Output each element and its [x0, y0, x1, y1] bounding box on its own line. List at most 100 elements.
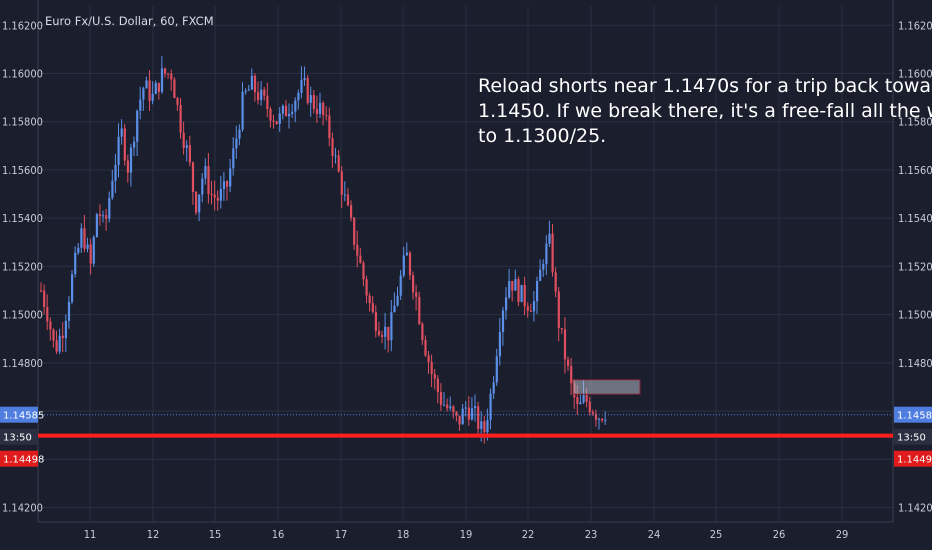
candle-body	[111, 180, 114, 198]
candle-body	[219, 189, 222, 201]
candle-body	[554, 272, 557, 292]
candle-body	[346, 194, 350, 206]
candle-body	[464, 407, 467, 409]
candle-body	[337, 155, 340, 172]
candle-body	[198, 194, 201, 213]
x-axis: 11 12 15 16 17 18 19 22 23 24 25 26 29	[84, 528, 849, 541]
candle-body	[350, 205, 353, 218]
candle-body	[588, 401, 591, 413]
candle-body	[545, 243, 548, 264]
candle-body	[136, 110, 139, 142]
candle-body	[427, 355, 430, 363]
candle-body	[67, 301, 71, 321]
candle-body	[319, 102, 322, 115]
last-price-tag-right: 1.14585	[897, 411, 932, 422]
candle-body	[188, 145, 191, 163]
candle-body	[309, 95, 312, 103]
y-axis-left: 1.16200 1.16000 1.15800 1.15600 1.15400 1.152…	[2, 19, 43, 514]
candle-body	[300, 79, 303, 93]
candle-body	[334, 155, 337, 157]
candle-body	[570, 366, 573, 384]
candle-body	[241, 91, 244, 130]
candle-body	[508, 280, 511, 298]
x-tick-label: 15	[209, 528, 222, 541]
x-tick-label: 24	[648, 528, 661, 541]
candle-body	[340, 171, 343, 195]
candle-body	[201, 178, 204, 195]
candle-body	[108, 197, 111, 219]
support-tag-right-bg	[894, 450, 932, 467]
countdown-tag-right: 13:50	[897, 433, 926, 444]
candle-body	[77, 247, 80, 253]
last-price-tag-left-bg	[0, 406, 38, 423]
price-levels	[38, 379, 893, 438]
candle-body	[604, 419, 607, 421]
candle-body	[148, 80, 151, 101]
candle-body	[120, 128, 123, 137]
annotation-text: Reload shorts near 1.1470s for a trip ba…	[478, 75, 932, 147]
candle-body	[191, 162, 195, 193]
candle-body	[105, 215, 108, 219]
candle-body	[359, 255, 362, 263]
candle-body	[514, 279, 517, 291]
annotation-line-1: Reload shorts near 1.1470s for a trip ba…	[478, 75, 932, 97]
chart-title: Euro Fx/U.S. Dollar, 60, FXCM	[45, 14, 214, 28]
candle-body	[247, 89, 250, 91]
candle-body	[356, 244, 359, 256]
y-tick-label-right: 1.14800	[898, 357, 932, 370]
candle-body	[362, 262, 365, 280]
candle-body	[520, 284, 523, 302]
candle-body	[272, 120, 275, 122]
countdown-tag-left: 13:50	[3, 433, 32, 444]
candle-body	[71, 274, 74, 302]
candle-body	[139, 99, 142, 111]
candle-body	[560, 328, 563, 330]
candle-body	[455, 411, 458, 416]
x-tick-label: 26	[773, 528, 786, 541]
price-tags: 1.14585 13:50 1.14498 1.14585 13:50 1.14498	[0, 406, 932, 467]
candle-body	[470, 408, 474, 420]
candle-body	[173, 79, 176, 99]
y-tick-label-left: 1.15400	[2, 212, 43, 225]
x-tick-label: 29	[836, 528, 849, 541]
candle-body	[542, 263, 545, 270]
candle-body	[563, 329, 567, 360]
candle-body	[303, 78, 306, 80]
countdown-tag-left-bg	[0, 428, 38, 445]
candle-body	[179, 104, 182, 133]
candle-body	[449, 406, 452, 409]
resistance-zone-box[interactable]	[572, 379, 641, 395]
candle-body	[433, 374, 436, 379]
y-tick-label-left: 1.15800	[2, 116, 43, 129]
candle-body	[89, 244, 92, 264]
y-tick-label-right: 1.15200	[898, 260, 932, 273]
candle-body	[74, 252, 77, 275]
candle-body	[408, 252, 412, 276]
candle-body	[294, 100, 297, 112]
candle-body	[393, 305, 396, 313]
candle-body	[40, 290, 43, 292]
candle-body	[601, 418, 604, 421]
x-tick-label: 11	[84, 528, 97, 541]
candle-body	[123, 128, 126, 161]
candle-body	[495, 356, 498, 383]
x-tick-label: 19	[460, 528, 473, 541]
candle-body	[579, 402, 582, 405]
candle-body	[315, 108, 319, 115]
candle-body	[443, 404, 446, 406]
candle-body	[381, 335, 384, 337]
candle-body	[195, 192, 198, 213]
support-tag-left-bg	[0, 450, 38, 467]
support-tag-right: 1.14498	[897, 455, 932, 466]
candle-body	[55, 340, 58, 352]
candle-body	[278, 113, 281, 124]
y-tick-label-right: 1.15400	[898, 212, 932, 225]
candle-body	[322, 102, 325, 116]
candle-body	[331, 138, 334, 156]
candle-body	[129, 147, 133, 173]
candle-body	[204, 166, 207, 179]
candle-body	[98, 214, 102, 217]
candle-body	[585, 394, 588, 402]
candle-body	[288, 113, 291, 117]
